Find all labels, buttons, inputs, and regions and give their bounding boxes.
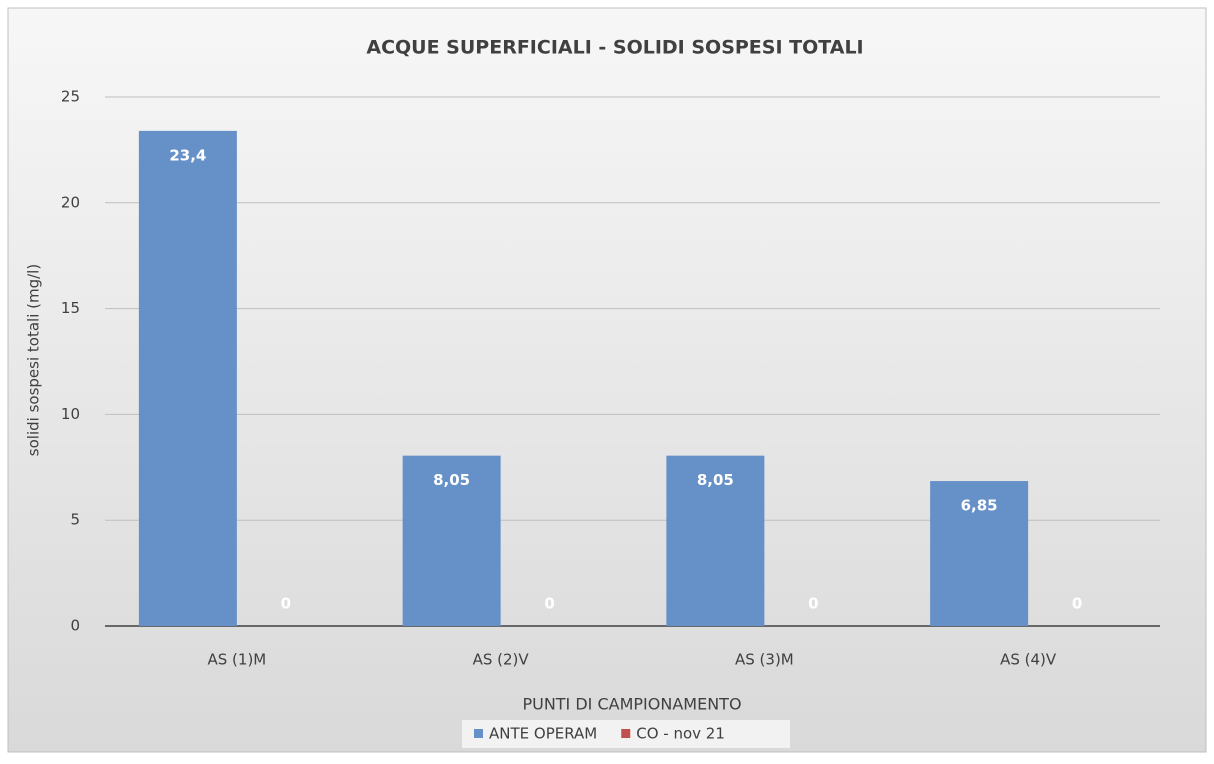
- legend-label: CO - nov 21: [636, 725, 725, 743]
- bar: [930, 481, 1029, 626]
- bar: [402, 455, 501, 626]
- y-tick-label: 0: [70, 617, 80, 635]
- data-label: 6,85: [961, 497, 998, 515]
- y-tick-label: 20: [61, 193, 80, 211]
- y-axis-label: solidi sospesi totali (mg/l): [25, 264, 43, 456]
- x-tick-label: AS (4)V: [1000, 651, 1057, 669]
- y-tick-label: 5: [70, 511, 80, 529]
- y-tick-label: 10: [61, 405, 80, 423]
- data-label: 23,4: [169, 146, 206, 164]
- data-label: 0: [281, 595, 291, 613]
- data-label: 0: [808, 595, 818, 613]
- data-label: 8,05: [433, 471, 470, 489]
- x-tick-label: AS (1)M: [208, 651, 267, 669]
- bar: [138, 130, 237, 626]
- legend-swatch: [621, 729, 631, 738]
- legend-label: ANTE OPERAM: [489, 725, 597, 743]
- data-label: 0: [544, 595, 554, 613]
- chart-title: ACQUE SUPERFICIALI - SOLIDI SOSPESI TOTA…: [366, 37, 863, 59]
- legend-swatch: [474, 729, 483, 738]
- data-label: 8,05: [697, 471, 734, 489]
- data-label: 0: [1072, 595, 1082, 613]
- y-tick-label: 15: [61, 299, 80, 317]
- x-axis-label: PUNTI DI CAMPIONAMENTO: [522, 695, 741, 714]
- y-tick-label: 25: [61, 88, 80, 106]
- x-tick-label: AS (3)M: [735, 651, 794, 669]
- x-tick-label: AS (2)V: [473, 651, 530, 669]
- bar: [666, 455, 765, 626]
- legend: ANTE OPERAM CO - nov 21: [462, 720, 790, 748]
